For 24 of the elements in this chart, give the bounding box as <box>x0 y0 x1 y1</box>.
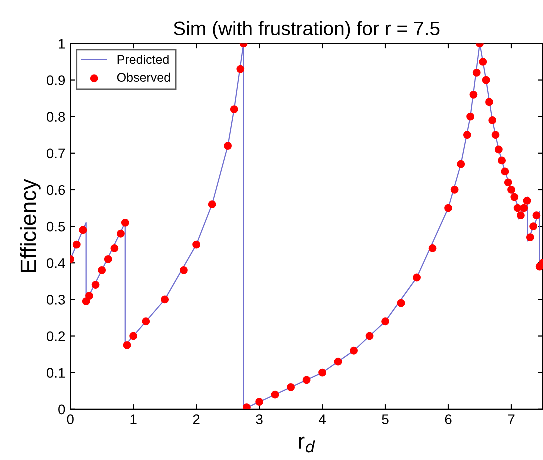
y-tick-label: 0.4 <box>46 258 66 268</box>
chart-title: Sim (with frustration) for r = 7.5 <box>174 21 440 40</box>
x-tick-label: 3 <box>256 414 263 424</box>
x-tick-label: 5 <box>382 414 389 424</box>
y-tick-label: 0 <box>58 404 66 415</box>
x-tick-label: 7 <box>508 414 515 424</box>
y-tick-label: 0.6 <box>46 185 66 196</box>
y-tick-label: 0.3 <box>46 295 66 305</box>
x-tick-label: 2 <box>193 414 200 424</box>
x-tick-label: 6 <box>445 414 452 424</box>
legend-label: Predicted <box>118 54 169 64</box>
y-axis-title: Efficiency <box>20 179 41 272</box>
x-tick-label: 1 <box>130 414 137 424</box>
legend-label: Observed <box>117 72 170 82</box>
x-tick-label: 0 <box>67 414 74 424</box>
y-tick-label: 1 <box>59 39 66 49</box>
y-tick-label: 0.7 <box>46 148 66 159</box>
x-tick-label: 4 <box>319 414 326 424</box>
y-tick-label: 0.8 <box>46 112 66 122</box>
y-tick-label: 0.5 <box>46 222 66 232</box>
y-tick-label: 0.9 <box>46 76 66 86</box>
y-tick-label: 0.1 <box>46 368 66 378</box>
x-axis-title: r$_{d}$ <box>299 436 316 453</box>
y-tick-label: 0.2 <box>46 332 66 342</box>
